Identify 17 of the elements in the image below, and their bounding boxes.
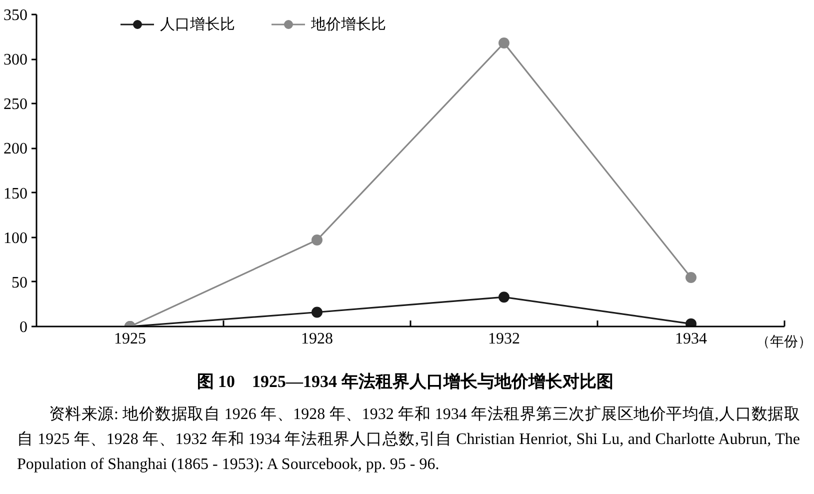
- y-tick-label: 0: [20, 319, 28, 336]
- x-tick-label: 1932: [488, 330, 520, 348]
- legend-label: 地价增长比: [311, 16, 386, 34]
- x-tick-label: 1925: [114, 330, 146, 348]
- x-tick-label: 1934: [675, 330, 707, 348]
- y-tick-label: 100: [4, 230, 28, 247]
- y-tick-label: 350: [4, 7, 28, 24]
- y-tick-label: 300: [4, 52, 28, 69]
- y-tick-label: 150: [4, 185, 28, 202]
- x-axis-title: （年份）: [756, 334, 812, 352]
- x-tick-label: 1928: [301, 330, 333, 348]
- text: 图 10 1925—1934 年法租界人口增长与地价增长对比图: [196, 371, 614, 393]
- y-tick-label: 250: [4, 96, 28, 114]
- text: 资料来源: 地价数据取自 1926 年、1928 年、1932 年和 1934 年法租界第三次扩展区地价平均值,人口数据取自 1925 年、1928 年、1932 年和 1934 年法租界人口总数,引自 Christian Henriot, Shi Lu, and Charlotte Aubrun, The Population of Shanghai (1865 - 1953): A Sourcebook, pp. 95 - 96.: [17, 404, 800, 476]
- y-tick-label: 200: [4, 140, 28, 158]
- legend-label: 人口增长比: [160, 16, 235, 34]
- y-tick-label: 50: [12, 274, 28, 292]
